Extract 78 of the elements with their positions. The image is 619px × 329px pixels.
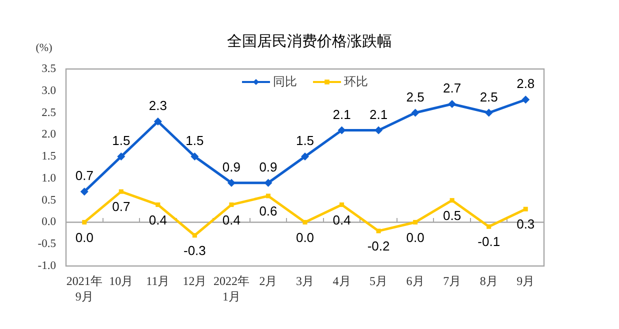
y-axis-title: (%) (36, 42, 53, 54)
y-tick-label: 1.5 (42, 150, 56, 163)
y-tick-label: 1.0 (42, 172, 56, 184)
data-label: -0.1 (478, 234, 500, 250)
chart-title: 全国居民消费价格涨跌幅 (227, 33, 392, 50)
data-label: 2.7 (443, 80, 462, 96)
point (229, 202, 234, 207)
point (340, 202, 344, 207)
data-label: 0.5 (443, 208, 462, 223)
legend-label: 环比 (344, 74, 368, 88)
data-label: 0.0 (406, 230, 424, 245)
y-tick-label: 0.5 (42, 194, 56, 206)
data-label: 0.7 (75, 168, 94, 184)
point (190, 152, 199, 161)
y-tick-label: -0.5 (38, 238, 56, 250)
point (523, 206, 528, 212)
x-tick-label: 8月 (480, 274, 498, 288)
x-tick-label: 2021年 9月 (66, 274, 102, 304)
data-label: 2.3 (148, 98, 167, 114)
point (301, 152, 309, 161)
data-label: 2.1 (332, 106, 351, 122)
data-label: 0.0 (75, 230, 94, 245)
point (227, 178, 236, 187)
point (486, 224, 492, 229)
point (266, 194, 270, 198)
point (302, 220, 308, 224)
x-tick-label: 3月 (296, 274, 314, 288)
data-label: 0.3 (516, 216, 535, 232)
data-label: -0.3 (183, 242, 206, 258)
point (484, 108, 493, 117)
data-label: 2.8 (516, 76, 535, 92)
point (82, 220, 87, 224)
y-tick-label: 3.0 (42, 84, 56, 97)
x-tick-label: 4月 (332, 274, 351, 288)
x-tick-label: 9月 (516, 274, 535, 288)
data-label: 0.9 (222, 159, 240, 174)
x-tick-label: 2月 (259, 274, 278, 288)
x-tick-label: 7月 (443, 274, 462, 288)
legend-label: 同比 (273, 74, 297, 88)
x-tick-label: 6月 (406, 274, 424, 288)
point (522, 96, 530, 104)
point (118, 189, 124, 194)
data-label: 1.5 (296, 133, 314, 148)
point (264, 178, 272, 187)
point (413, 220, 418, 224)
point (411, 108, 420, 117)
data-label: 0.9 (259, 159, 278, 174)
data-label: 2.5 (480, 89, 498, 104)
x-tick-label: 12月 (182, 274, 207, 288)
y-tick-label: 3.5 (42, 63, 56, 76)
data-label: 1.5 (112, 133, 130, 148)
y-tick-label: 0.0 (42, 216, 56, 228)
point (192, 233, 197, 238)
data-label: 2.5 (406, 89, 424, 104)
point (374, 126, 383, 134)
x-tick-label: 11月 (146, 274, 170, 288)
point (117, 152, 126, 161)
data-label: 0.4 (332, 212, 351, 228)
y-tick-label: 2.5 (42, 106, 56, 119)
x-tick-label: 2022年 1月 (213, 274, 250, 304)
data-label: -0.2 (367, 238, 390, 254)
data-label: 0.6 (259, 204, 278, 219)
data-label: 2.1 (370, 106, 388, 122)
point (154, 118, 162, 126)
point (156, 202, 160, 207)
data-label: 0.4 (148, 212, 167, 228)
y-tick-label: 2.0 (42, 128, 56, 141)
x-tick-label: 10月 (109, 274, 134, 288)
data-label: 0.4 (222, 212, 240, 228)
point (376, 228, 381, 234)
data-label: 0.0 (296, 230, 314, 245)
data-label: 1.5 (186, 133, 204, 148)
point (448, 100, 456, 108)
data-label: 0.7 (112, 199, 130, 214)
x-tick-label: 5月 (370, 274, 388, 288)
point (450, 198, 454, 203)
point (80, 188, 88, 196)
y-tick-label: -1.0 (38, 260, 56, 272)
